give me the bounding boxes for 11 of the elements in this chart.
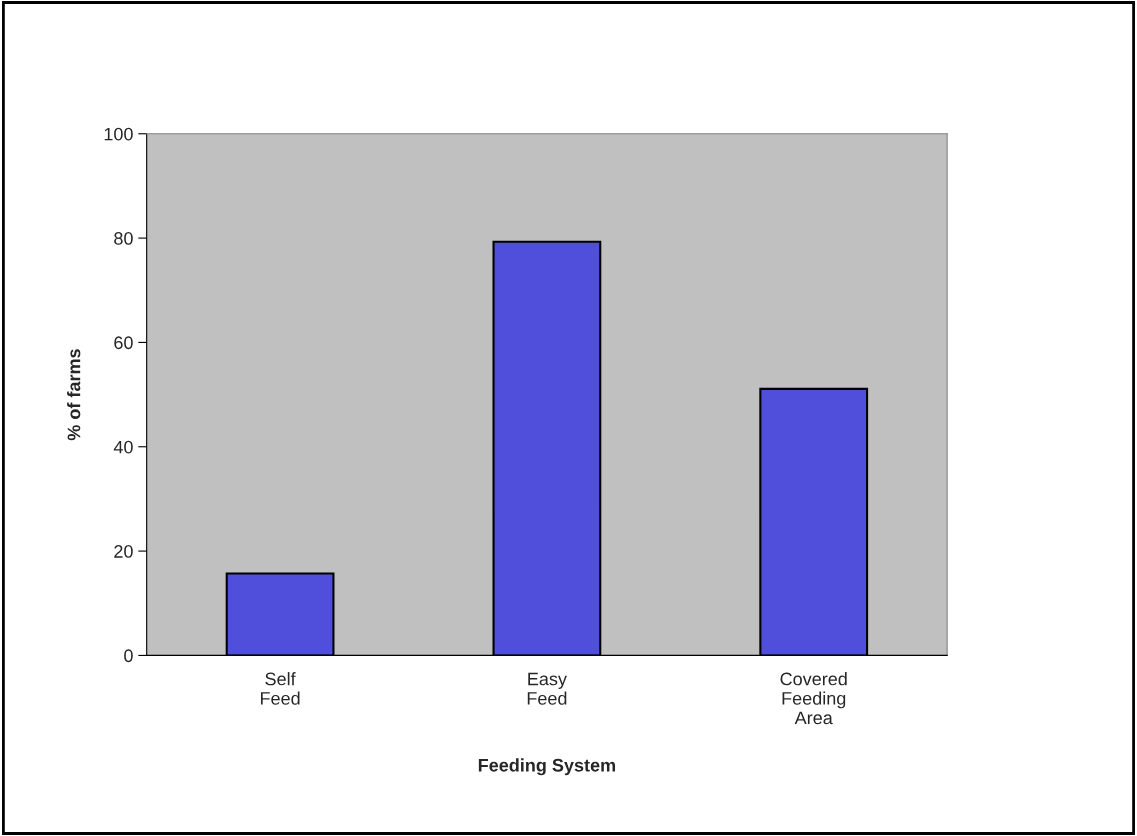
y-tick-label: 20 [114, 545, 133, 558]
y-tick-label: 80 [114, 232, 133, 245]
y-tick-label: 0 [124, 649, 133, 663]
x-axis-title: Feeding System [478, 758, 616, 776]
x-tick-label: Easy Feed [527, 672, 567, 705]
y-tick-label: 40 [113, 440, 133, 454]
y-tick-label: 60 [114, 336, 133, 350]
y-tick-label: 100 [104, 127, 133, 141]
x-tick-label: Self Feed [260, 672, 300, 705]
y-axis-title: % of farms [67, 349, 81, 441]
x-tick-label: Covered Feeding Area [780, 672, 847, 725]
